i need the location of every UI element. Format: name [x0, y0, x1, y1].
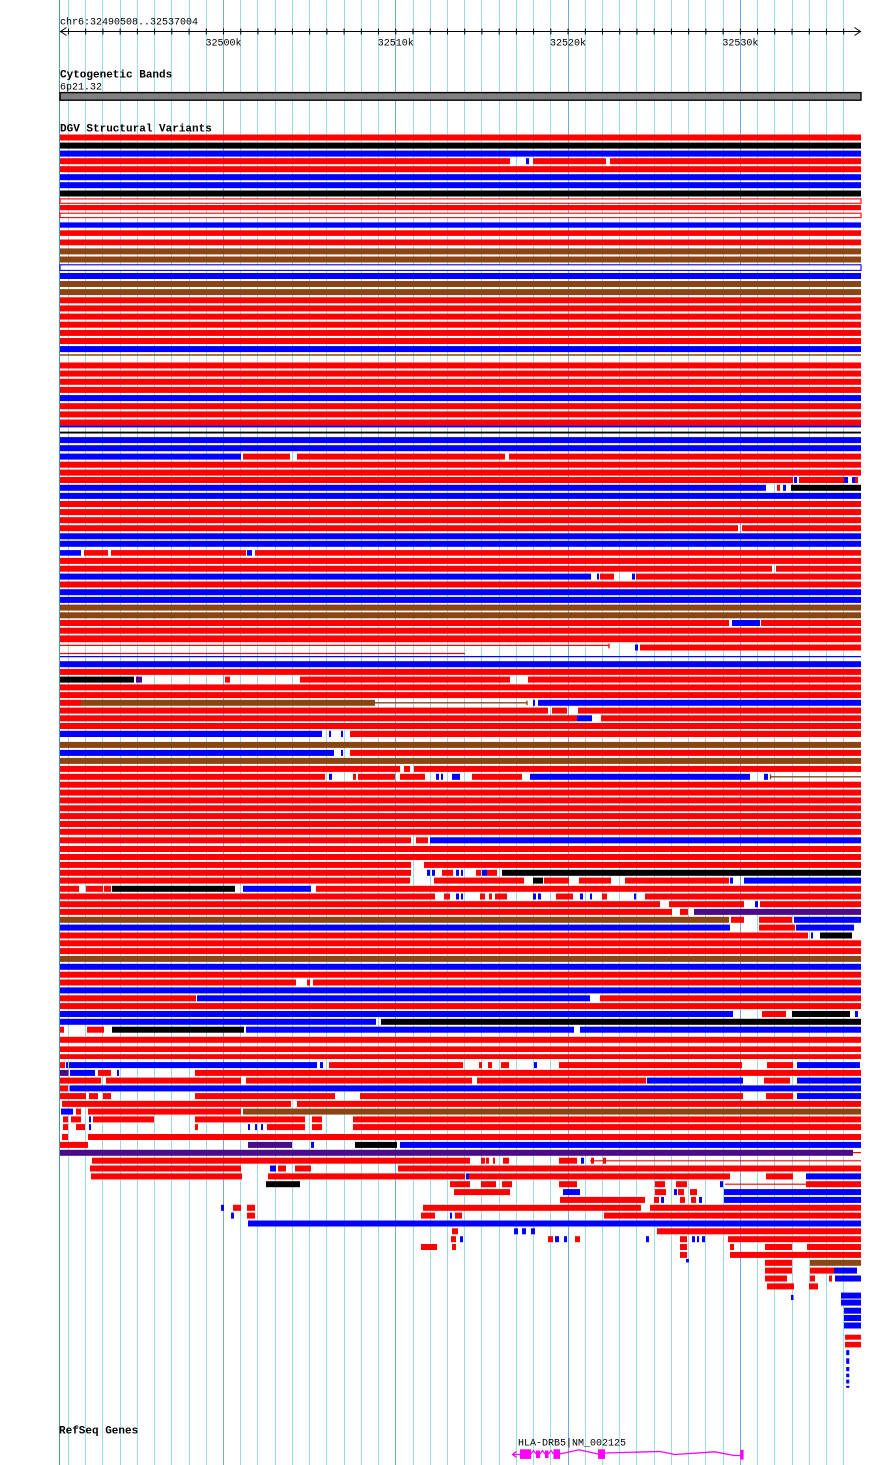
svg-text:Cytogenetic Bands: Cytogenetic Bands: [60, 70, 172, 82]
svg-text:RefSeq Genes: RefSeq Genes: [59, 1426, 138, 1438]
svg-text:32520k: 32520k: [550, 38, 586, 50]
svg-text:32530k: 32530k: [722, 38, 758, 50]
svg-text:32500k: 32500k: [206, 38, 242, 50]
svg-text:DGV Structural Variants: DGV Structural Variants: [60, 124, 212, 136]
svg-text:6p21.32: 6p21.32: [60, 83, 102, 94]
svg-text:chr6:32490508..32537004: chr6:32490508..32537004: [60, 17, 198, 29]
svg-text:HLA-DRB5|NM_002125: HLA-DRB5|NM_002125: [518, 1438, 626, 1450]
svg-text:32510k: 32510k: [378, 38, 414, 50]
